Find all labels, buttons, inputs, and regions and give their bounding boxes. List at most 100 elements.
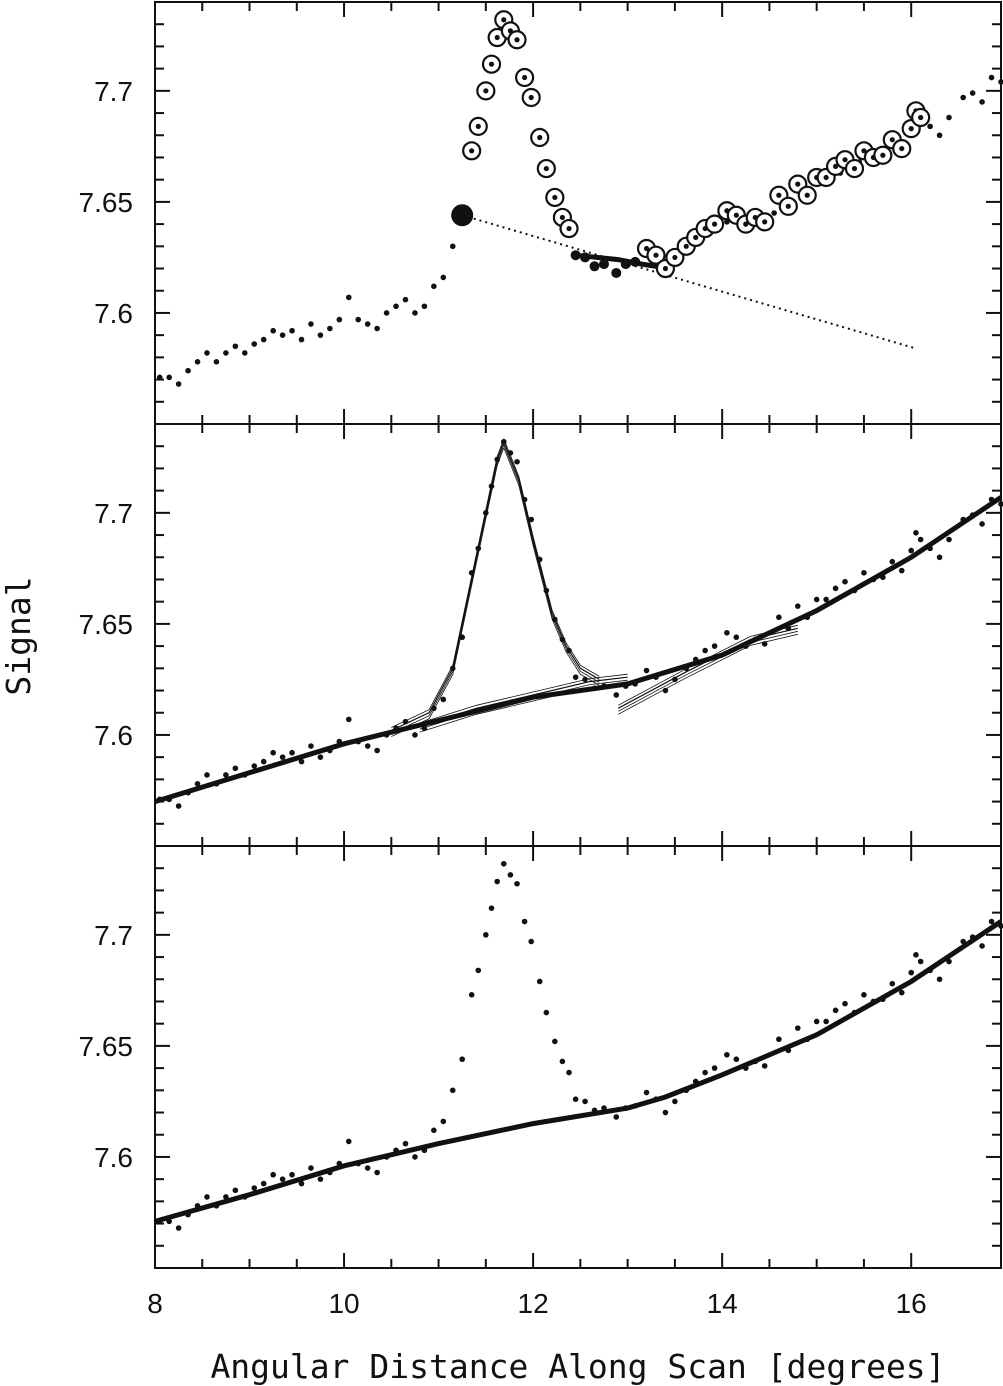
data-point xyxy=(742,643,749,649)
data-point xyxy=(374,325,380,332)
data-point-center xyxy=(683,243,689,249)
data-point xyxy=(776,1036,782,1043)
data-point xyxy=(572,1096,579,1102)
data-point xyxy=(785,1047,792,1054)
data-point xyxy=(402,718,409,725)
data-point xyxy=(279,1176,286,1182)
data-point xyxy=(692,1078,699,1085)
data-point-center xyxy=(543,165,549,172)
data-point xyxy=(194,781,201,787)
data-point xyxy=(440,1118,447,1125)
data-point xyxy=(979,99,985,105)
data-point xyxy=(662,687,669,694)
data-point-open xyxy=(892,138,912,159)
data-point-open xyxy=(797,185,817,205)
data-point xyxy=(851,587,858,594)
fit-line-solid-thick xyxy=(154,919,1003,1224)
data-point xyxy=(724,219,730,225)
data-point xyxy=(440,274,447,281)
fit-line-dotted xyxy=(461,214,917,350)
fit-line-strand xyxy=(391,438,505,728)
x-tick-label: 14 xyxy=(707,1288,738,1319)
data-point xyxy=(279,332,286,338)
data-point xyxy=(393,303,399,310)
data-point xyxy=(552,616,558,623)
data-point xyxy=(566,647,572,654)
data-point-open xyxy=(468,116,488,136)
x-tick-label: 12 xyxy=(518,1288,549,1319)
data-point xyxy=(521,496,528,503)
data-point-center xyxy=(804,192,810,198)
data-point xyxy=(566,1069,572,1076)
fit-line-strand xyxy=(503,444,600,683)
data-point xyxy=(842,1000,848,1007)
data-point xyxy=(327,325,333,332)
data-point xyxy=(308,321,314,327)
data-point xyxy=(383,1154,390,1160)
data-point xyxy=(449,665,456,672)
data-point xyxy=(998,501,1003,507)
data-point xyxy=(317,1176,324,1182)
data-point xyxy=(752,1058,759,1065)
fit-line-strand xyxy=(419,673,628,724)
data-point-filled xyxy=(620,259,631,270)
data-point xyxy=(289,749,295,756)
fit-line-strand xyxy=(618,630,798,712)
data-point-center xyxy=(537,134,543,141)
data-point xyxy=(536,978,543,985)
data-point xyxy=(317,754,324,760)
data-point xyxy=(988,496,995,503)
data-point-center xyxy=(653,252,659,258)
data-point xyxy=(601,683,607,689)
data-point xyxy=(336,316,343,323)
data-point xyxy=(742,1065,749,1071)
data-point-center xyxy=(552,194,558,201)
data-point xyxy=(969,934,976,940)
fit-line-strand xyxy=(618,624,798,706)
data-point xyxy=(449,243,456,250)
data-point xyxy=(500,438,507,445)
data-point xyxy=(156,796,163,803)
data-point-open xyxy=(704,214,725,234)
data-point xyxy=(355,316,362,323)
data-point xyxy=(898,567,905,574)
data-point xyxy=(494,456,500,463)
panel-frame xyxy=(154,845,1002,1269)
data-point xyxy=(946,958,952,965)
data-point xyxy=(643,667,650,674)
data-point xyxy=(412,310,418,316)
y-tick-label: 7.65 xyxy=(79,1031,134,1062)
data-point-center xyxy=(880,152,886,158)
data-point xyxy=(998,79,1003,85)
data-point xyxy=(336,1160,343,1167)
data-point-center xyxy=(733,212,739,218)
panel-top: 7.6 7.65 7.7 xyxy=(79,1,1003,425)
data-point xyxy=(927,545,933,552)
data-point xyxy=(251,1185,258,1191)
data-point-open xyxy=(545,187,565,208)
data-point xyxy=(969,90,976,96)
fit-line-strand xyxy=(419,679,628,730)
x-tick-label: 10 xyxy=(328,1288,359,1319)
data-point xyxy=(500,860,507,867)
data-point xyxy=(861,992,867,998)
data-point-filled xyxy=(570,250,581,261)
data-point xyxy=(733,634,740,641)
data-point xyxy=(232,1187,239,1194)
data-point-center xyxy=(559,214,566,221)
y-tick-label: 7.65 xyxy=(79,187,134,218)
data-point xyxy=(166,1218,172,1225)
data-point xyxy=(969,512,976,518)
data-point xyxy=(613,692,620,698)
data-point xyxy=(870,998,877,1005)
data-point-center xyxy=(743,221,749,227)
data-point xyxy=(475,545,482,552)
data-point xyxy=(213,359,220,365)
data-point xyxy=(960,94,966,101)
data-point xyxy=(336,738,343,745)
data-point xyxy=(449,1087,456,1094)
data-point-open xyxy=(778,196,798,216)
data-point-center xyxy=(643,245,650,252)
data-point xyxy=(175,1225,182,1231)
data-point xyxy=(175,803,182,809)
